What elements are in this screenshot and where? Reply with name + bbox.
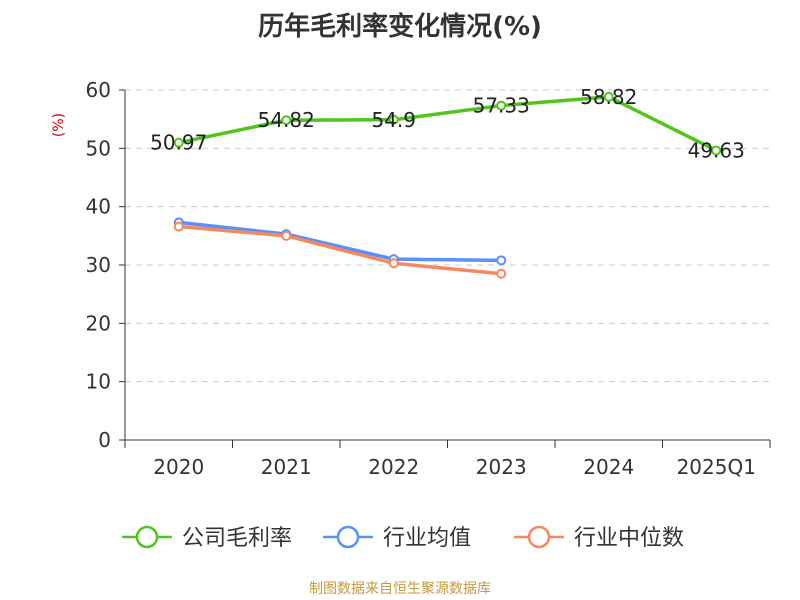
legend-item[interactable]: 行业均值 — [323, 525, 471, 551]
x-tick-label: 2021 — [261, 455, 312, 479]
y-tick-label: 60 — [86, 78, 111, 102]
x-tick-label: 2022 — [368, 455, 419, 479]
y-tick-label: 40 — [86, 195, 111, 219]
source-note: 制图数据来自恒生聚源数据库 — [309, 581, 491, 597]
data-label: 58.82 — [580, 85, 637, 109]
axes: 0 10 20 30 40 50 60 (%) 2020 2021 2022 2023 2024 2025… — [51, 78, 771, 479]
legend-marker — [527, 525, 551, 549]
y-tick-label: 10 — [86, 370, 111, 394]
x-tick-label: 2025Q1 — [677, 455, 756, 479]
legend-marker — [135, 525, 159, 549]
y-axis-unit: (%) — [51, 113, 67, 137]
data-label: 54.9 — [371, 108, 416, 132]
legend-item[interactable]: 行业中位数 — [514, 525, 684, 551]
series-line-2 — [177, 224, 503, 276]
y-tick-label: 20 — [86, 311, 111, 335]
data-point — [496, 255, 507, 266]
x-tick-label: 2023 — [476, 455, 527, 479]
data-label: 50.97 — [150, 131, 207, 155]
data-point — [496, 100, 507, 111]
y-tick-label: 0 — [98, 428, 111, 452]
legend[interactable]: 公司毛利率 行业均值 行业中位数 — [122, 525, 684, 551]
data-labels: 50.97 54.82 54.9 57.33 58.82 49.63 — [150, 85, 745, 163]
data-point — [603, 91, 614, 102]
series-lines — [173, 91, 722, 279]
y-tick-label: 50 — [86, 136, 111, 160]
legend-label: 行业均值 — [383, 526, 471, 551]
data-label: 54.82 — [258, 108, 315, 132]
data-point — [388, 258, 399, 269]
legend-item[interactable]: 公司毛利率 — [122, 525, 292, 551]
legend-label: 公司毛利率 — [182, 526, 292, 551]
data-point — [388, 114, 399, 125]
data-point — [173, 221, 184, 232]
legend-marker — [336, 525, 360, 549]
series-line-1 — [177, 220, 503, 263]
data-point — [173, 137, 184, 148]
grid-lines — [125, 89, 770, 383]
data-label: 49.63 — [688, 138, 745, 162]
data-point — [496, 268, 507, 279]
chart-title: 历年毛利率变化情况(%) — [258, 12, 542, 42]
data-point — [281, 115, 292, 126]
data-point — [711, 145, 722, 156]
data-point — [281, 230, 292, 241]
data-label: 57.33 — [473, 94, 530, 118]
legend-label: 行业中位数 — [574, 526, 684, 551]
y-tick-label: 30 — [86, 253, 111, 277]
series-line-0 — [177, 95, 718, 153]
x-tick-label: 2020 — [153, 455, 204, 479]
x-tick-label: 2024 — [583, 455, 634, 479]
